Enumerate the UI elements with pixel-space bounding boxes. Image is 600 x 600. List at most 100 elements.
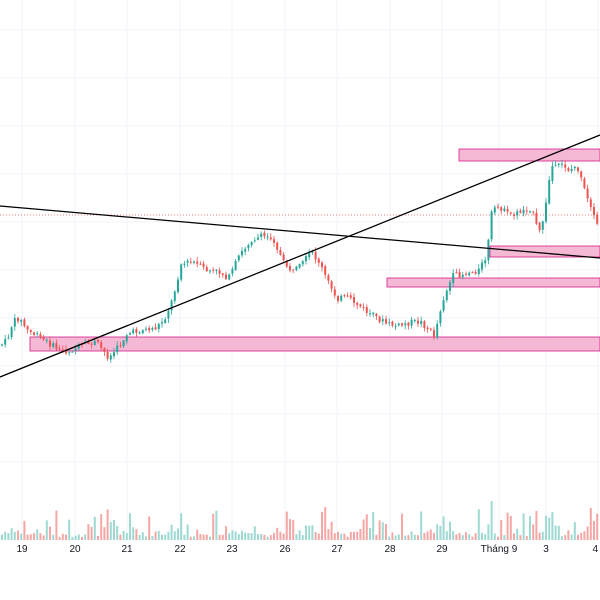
candle-body	[378, 316, 381, 323]
candle-body	[74, 348, 77, 351]
volume-bar	[311, 525, 314, 540]
volume-bar	[4, 531, 7, 540]
volume-bar	[493, 533, 496, 540]
volume-bar	[471, 536, 474, 540]
volume-bar	[282, 533, 285, 540]
candle-body	[471, 272, 474, 274]
candle-body	[298, 264, 301, 268]
candle-body	[538, 222, 541, 231]
volume-bar	[164, 534, 167, 540]
candle-body	[532, 211, 535, 213]
volume-bar	[397, 534, 400, 540]
candle-body	[375, 313, 378, 317]
volume-bar	[49, 526, 51, 540]
candle-body	[337, 296, 339, 301]
price-zone	[458, 148, 600, 162]
volume-bar	[580, 532, 583, 540]
candle-body	[65, 349, 67, 354]
volume-bar	[353, 531, 355, 540]
volume-bar	[487, 524, 490, 540]
volume-bar	[279, 531, 282, 540]
candle-body	[583, 178, 586, 189]
volume-bar	[87, 524, 90, 540]
volume-bar	[516, 528, 519, 540]
volume-bar	[541, 531, 544, 540]
volume-bar	[276, 527, 279, 540]
volume-bar	[289, 518, 291, 540]
volume-bar	[545, 515, 547, 540]
trendlines[interactable]	[0, 134, 600, 378]
volume-bar	[237, 534, 240, 540]
volume-bar	[61, 533, 64, 540]
candle-body	[279, 250, 282, 255]
volume-bar	[103, 527, 106, 540]
volume-bar	[39, 533, 42, 540]
volume-bar	[65, 534, 67, 540]
volume-bar	[372, 511, 375, 540]
volume-bar	[589, 507, 592, 540]
candle-body	[23, 319, 26, 327]
volume-bar	[154, 531, 157, 540]
candle-body	[234, 261, 237, 270]
volume-bar	[321, 511, 323, 540]
candle-body	[7, 337, 10, 339]
x-tick-label: 20	[69, 544, 81, 555]
candle-body	[513, 214, 515, 216]
candle-body	[305, 256, 307, 262]
volume-bar	[141, 532, 144, 540]
volume-bar	[391, 532, 394, 540]
volume-bar	[247, 533, 250, 540]
candle-body	[253, 240, 256, 242]
candle-body	[452, 273, 455, 284]
volume-bar	[257, 534, 259, 540]
candle-body	[577, 167, 579, 172]
candle-body	[247, 245, 250, 249]
candle-body	[257, 237, 259, 240]
volume-bar	[481, 532, 483, 540]
candle-body	[215, 269, 218, 271]
candle-body	[317, 258, 320, 263]
volume-bar	[445, 531, 448, 540]
volume-bar	[490, 501, 493, 540]
candle-body	[148, 327, 151, 331]
candle-body	[346, 295, 349, 297]
volume-bar	[84, 534, 87, 540]
candle-body	[519, 210, 522, 213]
volume-bar	[202, 534, 205, 540]
candle-body	[97, 340, 99, 342]
volume-bar	[55, 510, 58, 540]
candle-body	[135, 328, 138, 333]
candle-body	[477, 268, 480, 275]
candle-body	[381, 319, 384, 322]
volume-bar	[193, 536, 195, 540]
volume-bar	[228, 533, 231, 540]
time-axis: 19 20 21 22 23 26 27 28 29 Tháng 9 3 4	[16, 544, 598, 555]
volume-bar	[497, 536, 499, 540]
volume-bar	[90, 526, 93, 540]
volume-bar	[29, 534, 32, 540]
volume-bar	[234, 531, 237, 540]
volume-bar	[167, 531, 170, 540]
candle-body	[445, 290, 448, 301]
volume-bar	[199, 533, 202, 540]
candle-body	[77, 344, 80, 349]
volume-bar	[161, 534, 163, 540]
candle-body	[183, 263, 186, 265]
volume-bar	[295, 534, 298, 540]
volume-bar	[381, 522, 384, 540]
candle-body	[481, 262, 483, 270]
candle-body	[13, 318, 16, 327]
candle-body	[196, 261, 199, 264]
candle-body	[509, 212, 512, 214]
volume-bar	[535, 511, 538, 540]
volume-bar	[33, 533, 35, 540]
volume-bar	[465, 532, 467, 540]
volume-bar	[119, 534, 122, 540]
candle-body	[116, 345, 119, 353]
candle-body	[61, 349, 64, 351]
volume-bar	[426, 531, 429, 540]
candle-body	[487, 239, 490, 261]
candle-body	[420, 320, 423, 325]
